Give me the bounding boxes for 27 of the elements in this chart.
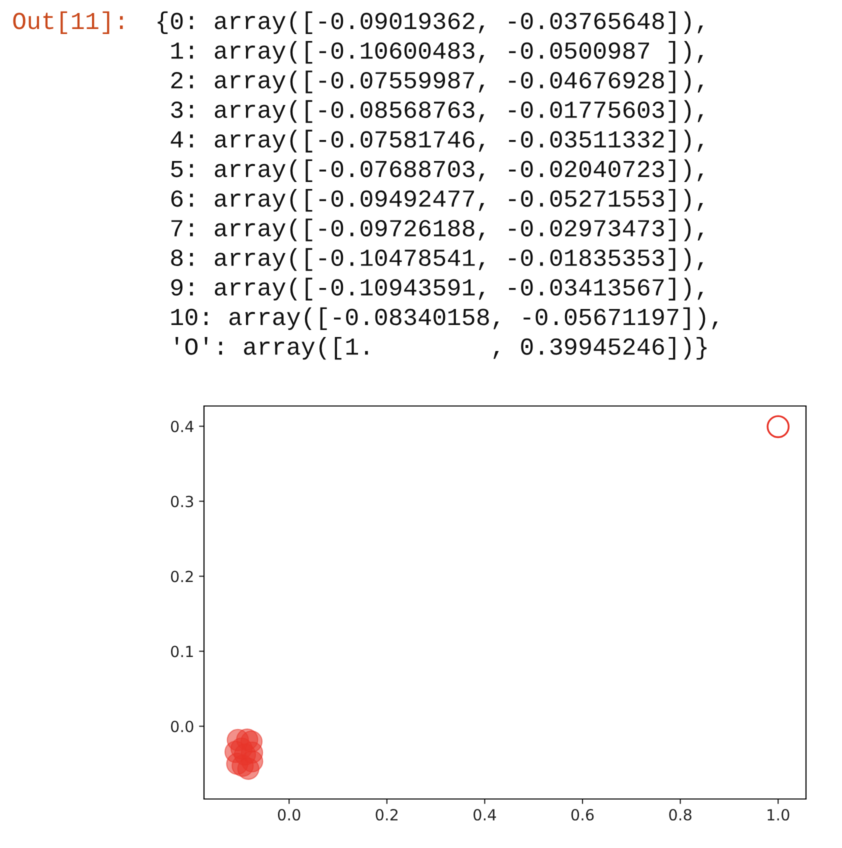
x-tick-label: 0.2 (376, 808, 398, 821)
x-tick-label: 0.8 (669, 808, 692, 821)
x-tick-label: 0.4 (474, 808, 496, 821)
text: 'O': array([1. , 0.39945246])} (176, 336, 707, 360)
y-tick-label: 0.2 (170, 570, 193, 582)
y-tick-label: 0.3 (170, 496, 194, 508)
point (237, 758, 260, 780)
text: 2: array([-0.07559987, -0.04676928]), (171, 70, 703, 94)
x-tick-label: 1.0 (768, 808, 790, 821)
y-tick-label: 0.4 (170, 420, 194, 432)
text: 7: array([-0.09726188, -0.02973473]), (171, 218, 703, 242)
text: 9: array([-0.10943591, -0.03413567]), (171, 278, 703, 300)
text: 6: array([-0.09492477, -0.05271553]), (171, 188, 703, 212)
text: {0: array([-0.09019362, -0.03765648]), (158, 11, 703, 34)
text: 5: array([-0.07688703, -0.02040723]), (171, 159, 703, 182)
y-tick-label: 0.1 (170, 646, 193, 658)
x-tick-label: 0.6 (571, 808, 594, 821)
text: Out[11]: (13, 11, 123, 34)
text: 3: array([-0.08568763, -0.01775603]), (171, 100, 703, 123)
point (766, 415, 790, 438)
text: 4: array([-0.07581746, -0.03511332]), (170, 130, 703, 152)
point (224, 740, 247, 763)
text: 10: array([-0.08340158, -0.05671197]), (171, 307, 718, 330)
text: 1: array([-0.10600483, -0.0500987 ]), (171, 40, 703, 64)
y-tick-label: 0.0 (170, 720, 194, 732)
text: 8: array([-0.10478541, -0.01835353]), (171, 248, 703, 271)
x-tick-label: 0.0 (278, 808, 300, 821)
